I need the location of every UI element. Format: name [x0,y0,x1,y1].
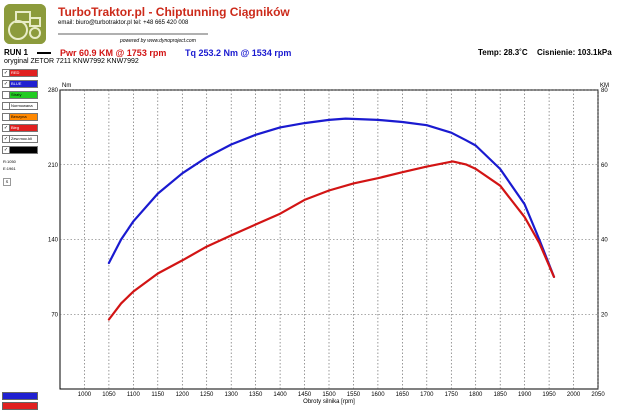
torque-series-line [107,117,556,278]
x-tick-label: 1400 [273,392,287,398]
x-tick-label: 1750 [445,392,459,398]
y-left-axis-label: Nm [62,83,71,89]
power-series-line [107,160,556,321]
legend-label: Normowana [11,103,33,108]
legend-item[interactable]: ✓ RED [2,69,38,77]
meta-e: E:1961 [3,166,16,171]
y-right-axis-label: KM [600,83,609,89]
x-tick-label: 1850 [494,392,508,398]
x-tick-label: 1100 [127,392,141,398]
x-tick-label: 1150 [151,392,165,398]
legend-checkbox[interactable] [3,103,10,109]
powered-by: powered by www.dynoproject.com [120,38,196,44]
x-tick-label: 1650 [396,392,410,398]
bottom-red-swatch[interactable] [2,402,38,410]
legend-item[interactable]: Straty [2,91,38,99]
vehicle-label: oryginal ZETOR 7211 KNW7992 KNW7992 [4,58,139,65]
legend-item[interactable]: ✓ BLUE [2,80,38,88]
legend-item[interactable]: Benzyna [2,113,38,121]
x-tick-label: 1350 [249,392,263,398]
legend-checkbox[interactable]: ✓ [3,81,10,87]
x-tick-label: 1600 [371,392,385,398]
legend-label: RED [11,70,20,75]
x-tick-label: 1250 [200,392,214,398]
x-tick-label: 2050 [591,392,605,398]
y-left-tick-label: 70 [51,312,58,318]
power-readout: Pwr 60.9 KM @ 1753 rpm [60,48,167,58]
bottom-blue-swatch[interactable] [2,392,38,400]
y-left-tick-label: 140 [48,238,59,244]
legend-item[interactable]: ✓ Bieg [2,124,38,132]
temperature-readout: Temp: 28.3˚C [478,48,528,57]
legend-checkbox[interactable] [3,92,10,98]
logo-tractor-icon [4,4,46,44]
legend-item[interactable]: ✓ Zew.moc.kli [2,135,38,143]
y-right-tick-label: 60 [601,163,608,169]
x-tick-label: 1900 [518,392,532,398]
dyno-chart: 1000 1050 1100 1150 1200 1250 1300 1350 1400 1450… [48,83,609,405]
brand-title: TurboTraktor.pl - Chiptunning Ciągników [58,5,290,19]
x-tick-label: 1450 [298,392,312,398]
meta-r: R:1050 [3,159,16,164]
run-line-swatch [37,52,51,54]
legend-label: Benzyna [11,114,27,119]
scale-toggle-button[interactable]: S [3,178,11,186]
legend-checkbox[interactable]: ✓ [3,70,10,76]
y-right-tick-label: 80 [601,88,608,94]
legend-label: Zew.moc.kli [11,136,32,141]
x-tick-label: 1700 [420,392,434,398]
legend-checkbox[interactable]: ✓ [3,125,10,131]
pressure-readout: Cisnienie: 103.1kPa [537,48,612,57]
legend-label: BLUE [11,81,22,86]
legend-label: Straty [11,92,22,97]
y-left-tick-label: 210 [48,163,59,169]
legend-checkbox[interactable]: ✓ [3,147,10,153]
legend-item[interactable]: ✓ [2,146,38,154]
y-left-tick-label: 280 [48,88,59,94]
legend-label: Bieg [11,125,20,130]
x-tick-label: 1800 [469,392,483,398]
y-right-tick-label: 20 [601,312,608,318]
x-tick-label: 1200 [176,392,190,398]
header-divider [58,33,208,35]
x-tick-label: 1300 [225,392,239,398]
run-label: RUN 1 [4,48,29,57]
legend-item[interactable]: Normowana [2,102,38,110]
x-tick-label: 1950 [542,392,556,398]
y-right-tick-label: 40 [601,238,608,244]
torque-readout: Tq 253.2 Nm @ 1534 rpm [185,48,292,58]
x-tick-label: 1550 [347,392,361,398]
legend-checkbox[interactable] [3,114,10,120]
x-tick-label: 1500 [322,392,336,398]
legend-checkbox[interactable]: ✓ [3,136,10,142]
x-axis-label: Obroty silnika [rpm] [303,399,355,405]
x-tick-label: 2000 [567,392,581,398]
x-tick-label: 1000 [78,392,92,398]
contact-info: email: biuro@turbotraktor.pl tel: +48 66… [58,20,189,26]
x-tick-label: 1050 [102,392,116,398]
